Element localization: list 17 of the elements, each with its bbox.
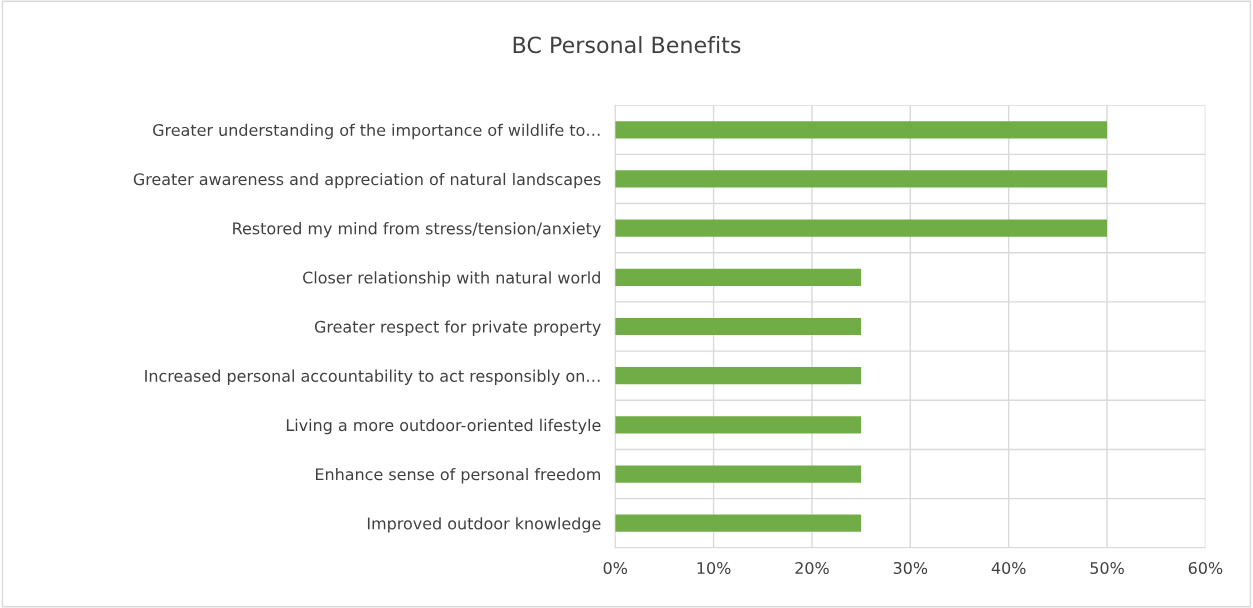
x-tick-label: 50% (1090, 561, 1124, 575)
y-tick-label: Greater awareness and appreciation of natural landscapes (133, 172, 601, 189)
y-tick-label: Increased personal accountability to act responsibly on… (145, 369, 600, 386)
y-tick-label: Closer relationship with natural world (303, 271, 600, 287)
x-tick-label: 60% (1188, 561, 1223, 575)
y-tick-label: Living a more outdoor-oriented lifestyle (286, 418, 601, 435)
y-tick-label: Greater respect for private property (314, 320, 601, 336)
y-tick-label: Restored my mind from stress/tension/anxiety (233, 222, 601, 238)
y-tick-label: Enhance sense of personal freedom (315, 467, 600, 484)
y-tick-label: Improved outdoor knowledge (367, 517, 601, 533)
chart-title: BC Personal Benefits (513, 36, 741, 54)
x-tick-label: 20% (795, 561, 829, 575)
y-tick-label: Greater understanding of the importance of wildlife to… (153, 123, 600, 140)
x-tick-label: 30% (893, 561, 928, 575)
x-tick-label: 10% (697, 561, 731, 575)
x-tick-label: 0% (603, 561, 628, 575)
x-tick-label: 40% (991, 561, 1026, 575)
